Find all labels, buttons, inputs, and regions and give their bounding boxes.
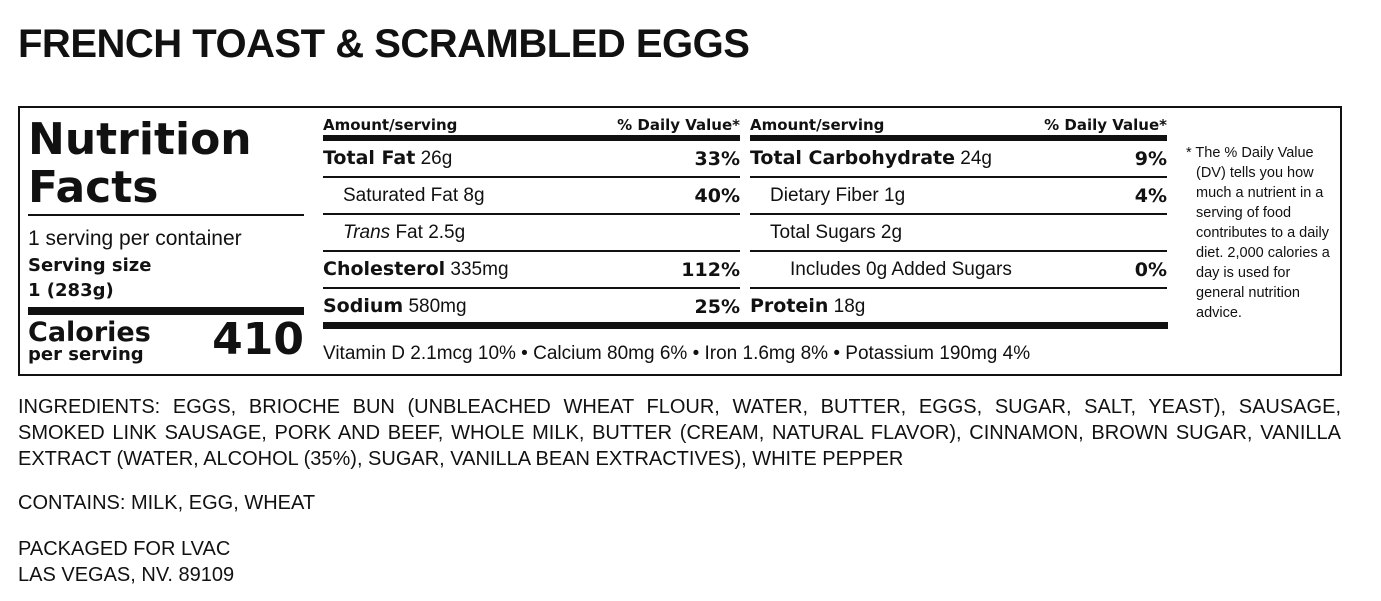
calories-sub: per serving: [28, 344, 144, 365]
product-title: FRENCH TOAST & SCRAMBLED EGGS: [18, 22, 750, 66]
thick-rule: [323, 135, 740, 141]
packaged: LAS VEGAS, NV. 89109: [18, 564, 235, 586]
nutrient-name: Total Carbohydrate: [750, 147, 955, 169]
calories-label: Calories: [28, 317, 151, 348]
nutrient-amount: 580mg: [408, 296, 467, 317]
nutrient: Includes 0g Added Sugars: [750, 259, 1012, 281]
serving-size-label: Serving size: [28, 255, 152, 276]
nutrient: Total Fat 26g: [323, 147, 452, 170]
nutrient-amount: 18g: [833, 296, 866, 317]
rows: Total Carbohydrate 24g 9% Dietary Fiber 1g…: [750, 141, 1167, 324]
daily-value: 33%: [694, 147, 740, 170]
facts-heading: Facts: [28, 162, 159, 213]
column-header: Amount/serving % Daily Value*: [750, 116, 1167, 135]
amount-header: Amount/serving: [750, 116, 885, 134]
nutrient-row: Total Carbohydrate 24g 9%: [750, 141, 1167, 176]
nutrient-row: Trans Fat 2.5g: [323, 213, 740, 250]
nutrient-row: Sodium 580mg 25%: [323, 287, 740, 324]
nutrient-row: Protein 18g: [750, 287, 1167, 324]
nutrient: Sodium 580mg: [323, 295, 467, 318]
serving-size: 1 (283g): [28, 280, 114, 301]
contains: CONTAINS: MILK, EGG, WHEAT: [18, 492, 316, 514]
nutrient-name: Includes 0g Added Sugars: [790, 258, 1012, 280]
nutrient-row: Saturated Fat 8g 40%: [323, 176, 740, 213]
footnote: * The % Daily Value (DV) tells you how m…: [1186, 145, 1330, 321]
thick-rule: [28, 307, 304, 315]
nutrient-column: Amount/serving % Daily Value* Total Fat 26…: [323, 116, 740, 324]
nutrient-name: Saturated Fat: [343, 184, 459, 206]
daily-value: 40%: [694, 184, 740, 207]
nutrient-amount: 1g: [884, 184, 906, 206]
amount-header: Amount/serving: [323, 116, 458, 134]
nutrient-amount: 2.5g: [428, 221, 466, 243]
rule: [28, 214, 304, 216]
daily-value: 0%: [1134, 258, 1167, 281]
servings: 1 serving per container: [28, 227, 242, 250]
dv-header: % Daily Value*: [1044, 116, 1167, 134]
nutrient: Cholesterol 335mg: [323, 258, 509, 281]
facts-heading: Nutrition: [28, 114, 252, 165]
nutrient-name: Fat: [395, 221, 423, 243]
nutrient-column: Amount/serving % Daily Value* Total Carboh…: [750, 116, 1167, 324]
nutrient-row: Includes 0g Added Sugars 0%: [750, 250, 1167, 287]
nutrient-name: Dietary Fiber: [770, 184, 879, 206]
nutrient-row: Total Sugars 2g: [750, 213, 1167, 250]
nutrient-amount: 335mg: [450, 259, 509, 280]
vitamins: Vitamin D 2.1mcg 10% • Calcium 80mg 6% •…: [323, 343, 1031, 364]
packaged: PACKAGED FOR LVAC: [18, 538, 231, 560]
nutrient: Protein 18g: [750, 295, 865, 318]
nutrient-name: Protein: [750, 295, 829, 317]
nutrient: Saturated Fat 8g: [323, 185, 485, 207]
calories-value: 410: [212, 314, 304, 365]
dv-header: % Daily Value*: [617, 116, 740, 134]
nutrient-row: Cholesterol 335mg 112%: [323, 250, 740, 287]
nutrient: Total Sugars 2g: [750, 222, 902, 244]
nutrient: Dietary Fiber 1g: [750, 185, 905, 207]
nutrient-italic: Trans: [343, 221, 391, 243]
nutrient-amount: 8g: [463, 184, 485, 206]
nutrient-amount: 2g: [880, 221, 903, 243]
nutrient: Trans Fat 2.5g: [323, 222, 465, 244]
daily-value: 4%: [1134, 184, 1167, 207]
nutrient-row: Dietary Fiber 1g 4%: [750, 176, 1167, 213]
nutrient-amount: 26g: [420, 148, 453, 169]
nutrient-amount: 24g: [960, 148, 992, 169]
nutrient-name: Total Fat: [323, 147, 416, 169]
nutrient-name: Sodium: [323, 295, 404, 317]
daily-value: 9%: [1134, 147, 1167, 170]
ingredients: INGREDIENTS: EGGS, BRIOCHE BUN (UNBLEACH…: [18, 396, 1341, 470]
daily-value: 25%: [694, 295, 740, 318]
rows: Total Fat 26g 33% Saturated Fat 8g 40% Trans…: [323, 141, 740, 324]
nutrition-panel: Nutrition Facts 1 serving per container …: [18, 106, 1342, 376]
nutrient-row: Total Fat 26g 33%: [323, 141, 740, 176]
column-header: Amount/serving % Daily Value*: [323, 116, 740, 135]
thick-rule: [750, 135, 1167, 141]
nutrient: Total Carbohydrate 24g: [750, 147, 992, 170]
nutrient-name: Total Sugars: [770, 221, 876, 243]
thick-rule: [323, 322, 1168, 329]
nutrient-name: Cholesterol: [323, 258, 446, 280]
daily-value: 112%: [681, 258, 740, 281]
